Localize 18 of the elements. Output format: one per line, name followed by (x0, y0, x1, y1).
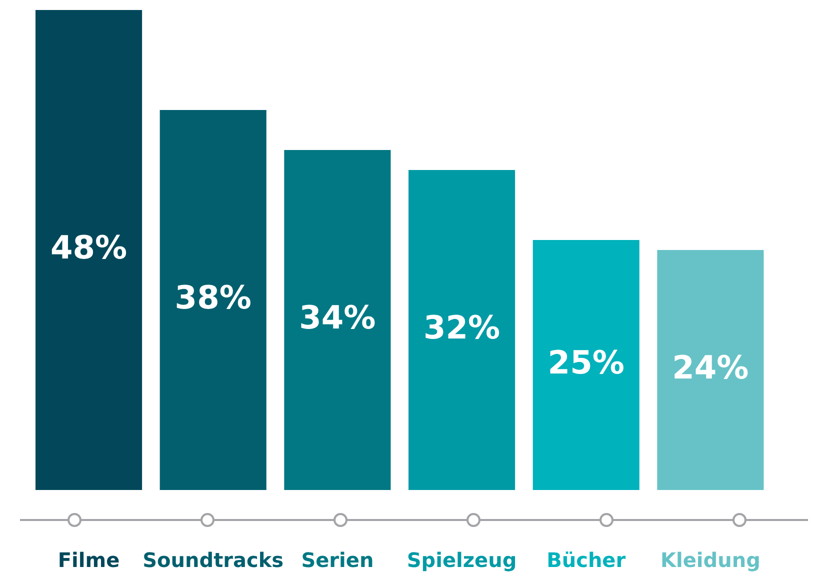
bar (532, 240, 640, 490)
x-tick-label: Filme (58, 548, 120, 572)
x-tick-label: Spielzeug (406, 548, 517, 572)
x-tick-label: Soundtracks (142, 548, 284, 572)
x-tick-label: Kleidung (660, 548, 760, 572)
x-tick-label: Serien (301, 548, 374, 572)
data-label: 32% (423, 308, 500, 346)
data-label: 48% (50, 228, 128, 266)
bar (35, 10, 142, 490)
bar (284, 150, 391, 490)
data-label: 38% (174, 278, 252, 316)
data-label: 24% (672, 348, 749, 386)
bar (408, 170, 516, 490)
bar (657, 250, 764, 490)
bar (160, 110, 266, 490)
x-tick-label: Bücher (546, 548, 626, 572)
data-label: 25% (548, 343, 624, 382)
data-label: 34% (299, 298, 376, 336)
